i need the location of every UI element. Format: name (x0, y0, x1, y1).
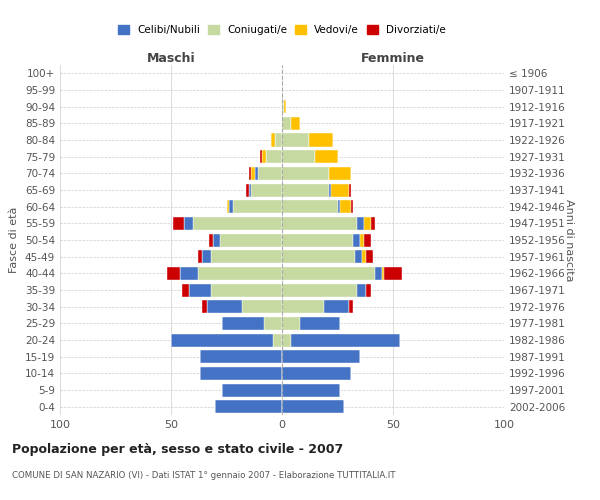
Bar (282, 184, 329, 196)
Bar (291, 334, 400, 346)
Bar (358, 217, 364, 230)
Bar (206, 300, 242, 313)
Bar (167, 267, 180, 280)
Bar (367, 284, 371, 296)
Legend: Celibi/Nubili, Coniugati/e, Vedovi/e, Divorziati/e: Celibi/Nubili, Coniugati/e, Vedovi/e, Di… (114, 21, 450, 40)
Bar (329, 184, 331, 196)
Bar (300, 317, 340, 330)
Bar (382, 267, 384, 280)
Bar (271, 134, 275, 146)
Bar (308, 134, 333, 146)
Y-axis label: Fasce di età: Fasce di età (10, 207, 19, 273)
Text: Maschi: Maschi (146, 52, 196, 65)
Bar (197, 250, 202, 263)
Bar (316, 150, 337, 163)
Bar (249, 184, 251, 196)
Bar (262, 150, 266, 163)
Bar (213, 234, 220, 246)
Bar (324, 300, 349, 313)
Bar (182, 284, 189, 296)
Bar (202, 300, 206, 313)
Bar (260, 150, 262, 163)
Bar (355, 250, 362, 263)
Bar (282, 134, 308, 146)
Bar (184, 217, 193, 230)
Bar (291, 117, 300, 130)
Bar (349, 184, 351, 196)
Bar (375, 267, 382, 280)
Bar (331, 184, 349, 196)
Bar (227, 200, 229, 213)
Bar (247, 184, 249, 196)
Bar (282, 200, 337, 213)
Bar (242, 300, 282, 313)
Bar (282, 250, 355, 263)
Bar (282, 284, 358, 296)
Bar (266, 150, 282, 163)
Bar (282, 100, 284, 113)
Bar (211, 250, 282, 263)
Bar (249, 167, 251, 180)
Bar (371, 217, 375, 230)
Bar (202, 250, 211, 263)
Bar (329, 167, 351, 180)
Bar (282, 117, 291, 130)
Bar (364, 217, 371, 230)
Bar (367, 250, 373, 263)
Bar (358, 284, 367, 296)
Bar (282, 300, 324, 313)
Bar (193, 217, 282, 230)
Bar (282, 400, 344, 413)
Bar (251, 167, 256, 180)
Bar (197, 267, 282, 280)
Bar (364, 234, 371, 246)
Bar (173, 217, 184, 230)
Bar (351, 200, 353, 213)
Bar (215, 400, 282, 413)
Bar (282, 384, 340, 396)
Bar (180, 267, 197, 280)
Bar (360, 234, 364, 246)
Bar (282, 150, 316, 163)
Bar (282, 350, 360, 363)
Bar (384, 267, 402, 280)
Bar (200, 350, 282, 363)
Text: Popolazione per età, sesso e stato civile - 2007: Popolazione per età, sesso e stato civil… (12, 442, 343, 456)
Bar (211, 284, 282, 296)
Bar (200, 367, 282, 380)
Text: COMUNE DI SAN NAZARIO (VI) - Dati ISTAT 1° gennaio 2007 - Elaborazione TUTTITALI: COMUNE DI SAN NAZARIO (VI) - Dati ISTAT … (12, 471, 395, 480)
Text: Femmine: Femmine (361, 52, 425, 65)
Bar (337, 200, 340, 213)
Bar (284, 100, 286, 113)
Bar (171, 334, 273, 346)
Bar (257, 167, 282, 180)
Bar (273, 334, 282, 346)
Bar (233, 200, 282, 213)
Bar (189, 284, 211, 296)
Bar (349, 300, 353, 313)
Bar (282, 267, 375, 280)
Bar (220, 234, 282, 246)
Bar (353, 234, 360, 246)
Y-axis label: Anni di nascita: Anni di nascita (564, 198, 574, 281)
Bar (251, 184, 282, 196)
Bar (222, 317, 264, 330)
Bar (362, 250, 367, 263)
Bar (282, 367, 351, 380)
Bar (282, 217, 358, 230)
Bar (340, 200, 351, 213)
Bar (282, 234, 353, 246)
Bar (229, 200, 233, 213)
Bar (275, 134, 282, 146)
Bar (209, 234, 213, 246)
Bar (264, 317, 282, 330)
Bar (282, 334, 291, 346)
Bar (282, 167, 329, 180)
Bar (256, 167, 257, 180)
Bar (282, 317, 300, 330)
Bar (222, 384, 282, 396)
